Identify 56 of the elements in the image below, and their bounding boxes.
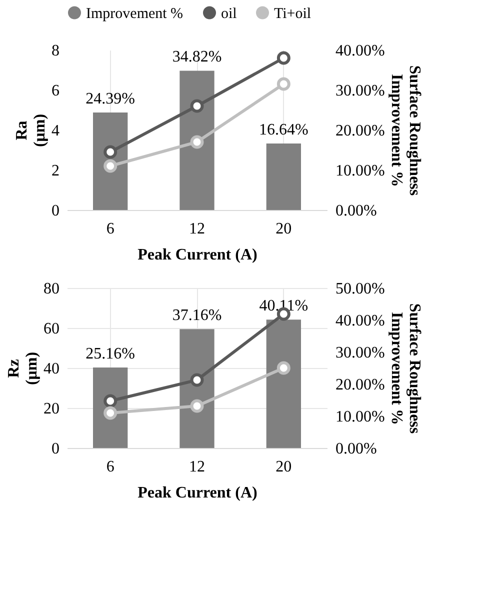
point bbox=[104, 406, 118, 420]
y-tick-label: 4 bbox=[52, 122, 60, 140]
point bbox=[276, 51, 290, 65]
y2-tick-label: 10.00% bbox=[336, 162, 385, 180]
x-tick-label: 6 bbox=[106, 220, 114, 238]
y-axis-title: Ra (μm) bbox=[14, 114, 48, 148]
point bbox=[276, 361, 290, 375]
bar bbox=[266, 143, 301, 210]
point bbox=[190, 399, 204, 413]
point bbox=[104, 394, 118, 408]
point bbox=[276, 77, 290, 91]
x-tick-label: 20 bbox=[276, 458, 292, 476]
data-label: 16.64% bbox=[259, 121, 308, 138]
y2-axis-title: Surface Roughness Improvement % bbox=[388, 303, 423, 434]
x-tick-label: 12 bbox=[189, 220, 205, 238]
point bbox=[104, 145, 118, 159]
data-label: 25.16% bbox=[86, 345, 135, 362]
data-label: 37.16% bbox=[172, 307, 222, 324]
y2-axis-title: Surface Roughness Improvement % bbox=[388, 65, 423, 196]
y-tick-label: 60 bbox=[44, 320, 60, 338]
y-tick-label: 0 bbox=[52, 202, 60, 220]
y2-tick-label: 30.00% bbox=[336, 82, 385, 100]
y-tick-label: 80 bbox=[44, 280, 60, 298]
legend-label: Improvement % bbox=[86, 6, 184, 22]
x-tick-label: 12 bbox=[189, 458, 205, 476]
data-label: 24.39% bbox=[86, 90, 135, 108]
y-axis-title: Rz (μm) bbox=[6, 352, 40, 386]
y-tick-label: 8 bbox=[52, 42, 60, 60]
y2-tick-label: 20.00% bbox=[336, 122, 385, 140]
y2-tick-label: 30.00% bbox=[336, 344, 385, 362]
y-tick-label: 40 bbox=[44, 360, 60, 378]
y2-tick-label: 50.00% bbox=[336, 280, 385, 298]
y2-tick-label: 40.00% bbox=[336, 312, 385, 330]
x-tick-label: 6 bbox=[106, 458, 114, 476]
y-tick-label: 20 bbox=[44, 400, 60, 418]
point bbox=[104, 159, 118, 173]
data-label: 34.82% bbox=[172, 48, 222, 66]
x-axis-title: Peak Current (A) bbox=[138, 484, 258, 502]
y2-tick-label: 0.00% bbox=[336, 202, 377, 220]
point bbox=[190, 135, 204, 149]
point bbox=[190, 373, 204, 387]
y2-tick-label: 40.00% bbox=[336, 42, 385, 60]
y-tick-label: 2 bbox=[52, 162, 60, 180]
legend-label: Ti+oil bbox=[274, 6, 312, 22]
y-tick-label: 0 bbox=[52, 440, 60, 458]
data-label: 40.11% bbox=[259, 298, 308, 315]
y-tick-label: 6 bbox=[52, 82, 60, 100]
bar bbox=[180, 70, 214, 210]
point bbox=[190, 99, 204, 113]
y2-tick-label: 0.00% bbox=[336, 440, 377, 458]
x-axis-title: Peak Current (A) bbox=[138, 246, 258, 264]
y2-tick-label: 20.00% bbox=[336, 376, 385, 394]
bar bbox=[266, 320, 301, 448]
legend-label: oil bbox=[221, 6, 237, 22]
y2-tick-label: 10.00% bbox=[336, 408, 385, 426]
x-tick-label: 20 bbox=[276, 220, 292, 238]
